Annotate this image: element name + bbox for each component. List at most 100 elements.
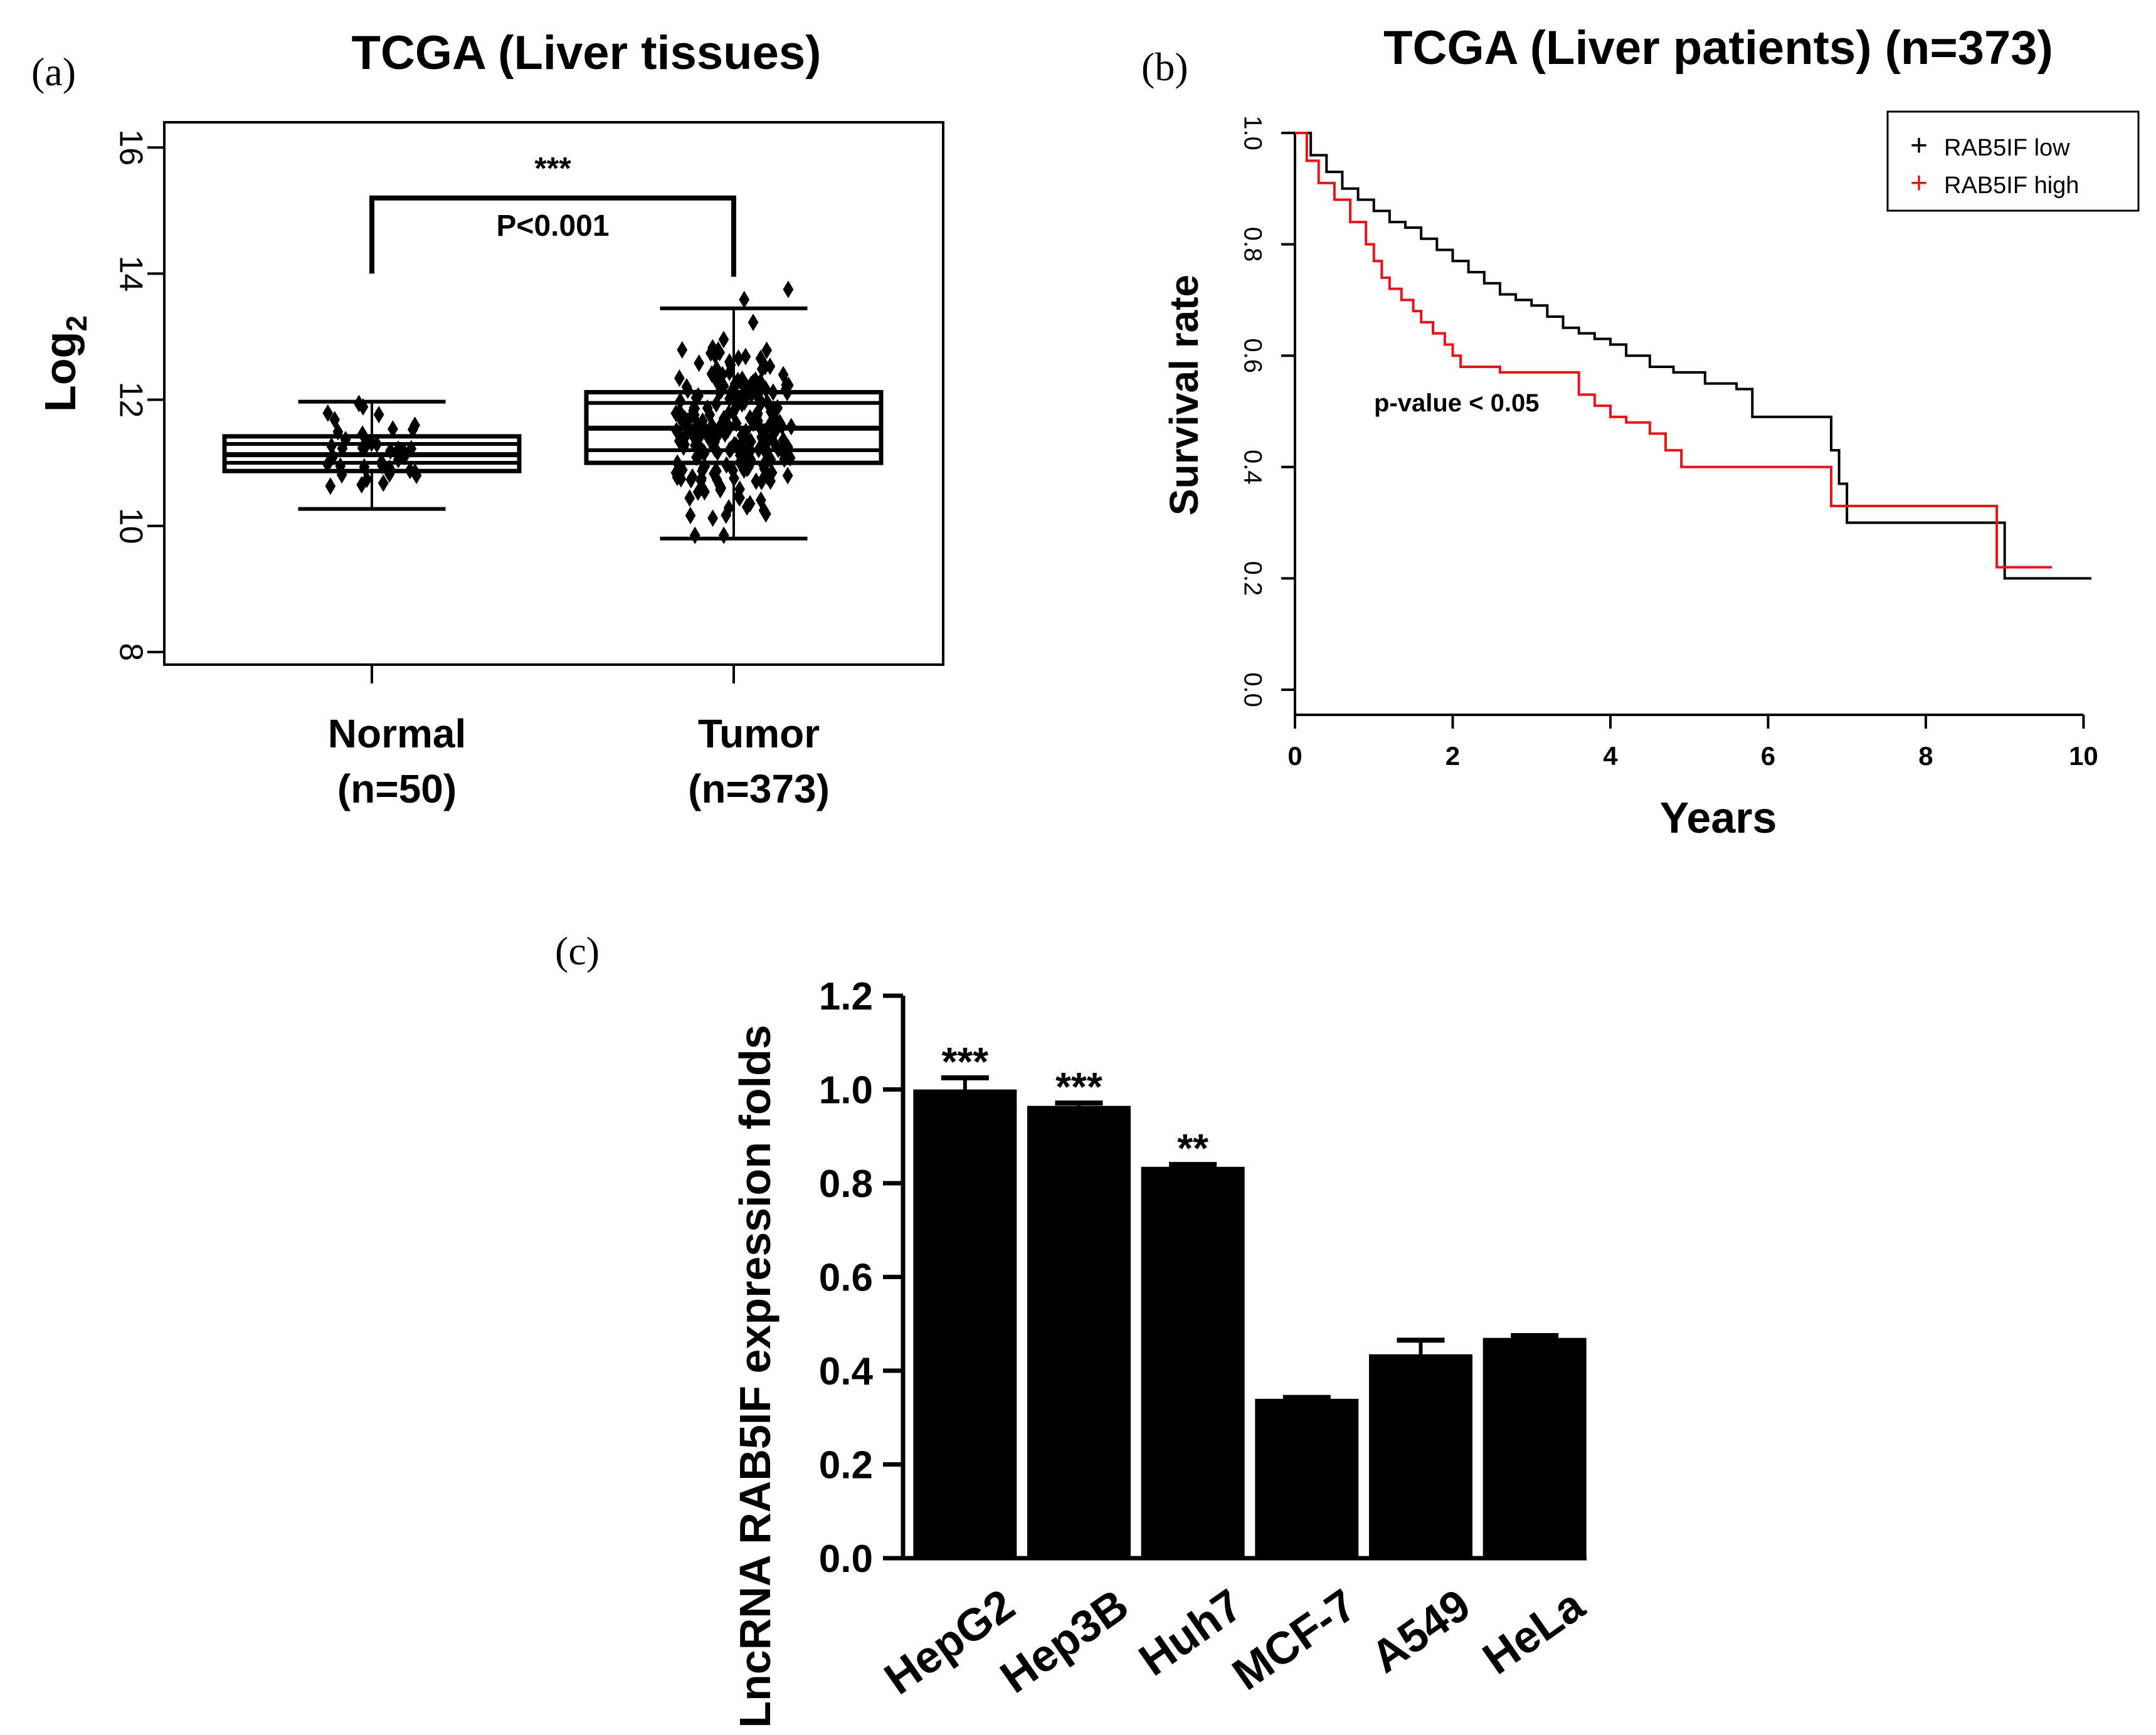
data-point — [755, 491, 766, 509]
legend-marker: + — [1910, 129, 1928, 162]
survival-y-label-group: Survival rate — [1161, 275, 1207, 515]
data-point — [756, 360, 768, 378]
data-point — [721, 506, 732, 524]
data-point — [684, 489, 695, 507]
survival-x-tick-label: 2 — [1445, 741, 1460, 771]
box-plot-x-labels: Normal (n=50) Tumor (n=373) — [328, 665, 830, 811]
data-point — [378, 474, 389, 492]
data-point — [675, 463, 687, 481]
data-point — [685, 507, 696, 525]
data-point — [677, 340, 688, 359]
data-point — [322, 404, 334, 422]
data-point — [685, 471, 697, 489]
data-point — [336, 466, 347, 484]
data-point — [695, 443, 706, 461]
data-point — [679, 409, 690, 428]
survival-x-tick-label: 6 — [1761, 741, 1775, 771]
bar-axes: 0.0 0.2 0.4 0.6 0.8 1.0 1.2 — [819, 975, 1587, 1581]
data-point — [685, 423, 696, 441]
panel-label-a: (a) — [31, 50, 76, 94]
data-point — [718, 377, 729, 395]
bar-series: ******** — [913, 1039, 1587, 1558]
data-point — [707, 339, 718, 357]
bar-y-tick-label: 0.6 — [819, 1257, 873, 1300]
data-point — [781, 384, 793, 402]
data-point — [712, 341, 724, 359]
bar-y-tick-label: 0.0 — [819, 1537, 873, 1581]
data-point — [758, 501, 769, 519]
data-point — [734, 453, 746, 472]
data-point — [410, 463, 421, 481]
data-point — [714, 383, 725, 401]
box-plot-y-label: Log2 — [36, 315, 93, 412]
box-plot-title: TCGA (Liver tissues) — [352, 26, 822, 80]
data-point — [692, 422, 703, 440]
data-point — [760, 380, 771, 398]
bar-y-tick-label: 0.2 — [819, 1444, 873, 1487]
survival-y-tick-label: 0.4 — [1239, 450, 1266, 485]
box-plot-significance: *** P<0.001 — [369, 150, 736, 277]
data-point — [765, 472, 776, 490]
survival-x-tick-label: 8 — [1918, 741, 1933, 771]
data-point — [764, 416, 775, 435]
y-tick-label: 8 — [112, 643, 149, 661]
bar-chart-panel: LncRNA RAB5IF expression folds 0.0 0.2 0.4… — [731, 975, 1593, 1728]
bar-y-tick-label: 0.4 — [819, 1350, 874, 1393]
significance-bracket — [369, 195, 736, 277]
data-point — [694, 354, 705, 372]
survival-curve-high — [1295, 132, 2053, 569]
data-point — [727, 403, 739, 421]
survival-legend: + RAB5IF low + RAB5IF high — [1886, 110, 2140, 212]
data-point — [699, 483, 710, 501]
panel-label-b: (b) — [1141, 45, 1188, 89]
data-point — [759, 426, 770, 445]
data-point — [690, 436, 700, 455]
data-point — [748, 314, 759, 332]
data-point — [733, 349, 744, 367]
bar-y-tick-label: 1.2 — [819, 975, 873, 1018]
data-point — [712, 443, 723, 461]
data-point — [761, 341, 773, 359]
survival-curve-low — [1295, 132, 2091, 580]
data-point — [748, 374, 759, 392]
bar-y-tick-label: 1.0 — [819, 1069, 873, 1112]
survival-y-tick-label: 1.0 — [1239, 115, 1266, 150]
data-point — [736, 433, 748, 451]
bar-category-label: A549 — [1362, 1580, 1479, 1683]
survival-y-tick-label: 0.6 — [1239, 338, 1266, 373]
data-point — [749, 383, 761, 401]
y-tick-label: 14 — [112, 255, 149, 292]
data-point — [755, 349, 766, 367]
bar-a549 — [1369, 1354, 1472, 1558]
bar-y-label-group: LncRNA RAB5IF expression folds — [731, 1025, 779, 1727]
survival-y-tick-label: 0.8 — [1239, 227, 1266, 262]
data-point — [689, 406, 700, 424]
data-point — [744, 495, 756, 513]
data-point — [754, 391, 766, 409]
data-point — [357, 398, 369, 416]
panel-label-c: (c) — [555, 929, 600, 973]
data-point — [388, 420, 398, 438]
survival-annotation: p-value < 0.05 — [1374, 389, 1539, 417]
survival-title: TCGA (Liver patients) (n=373) — [1383, 21, 2053, 75]
survival-x-tick-label: 10 — [2069, 741, 2098, 771]
data-point — [783, 376, 794, 394]
data-point — [711, 360, 722, 378]
data-point — [707, 509, 719, 527]
data-point — [769, 423, 781, 441]
bar-significance-stars: ** — [1177, 1126, 1208, 1171]
legend-entry-label: RAB5IF high — [1944, 172, 2079, 199]
survival-y-tick-label: 0.0 — [1239, 672, 1266, 707]
data-point — [682, 381, 694, 399]
svg-text:Log2: Log2 — [36, 315, 93, 412]
data-point — [674, 369, 685, 388]
data-point — [783, 280, 794, 298]
data-point — [670, 464, 682, 482]
data-point — [762, 433, 773, 451]
data-point — [679, 430, 690, 448]
data-point — [729, 469, 739, 487]
legend-entry-label: RAB5IF low — [1944, 135, 2070, 161]
data-point — [373, 406, 384, 424]
significance-stars: *** — [534, 150, 571, 186]
